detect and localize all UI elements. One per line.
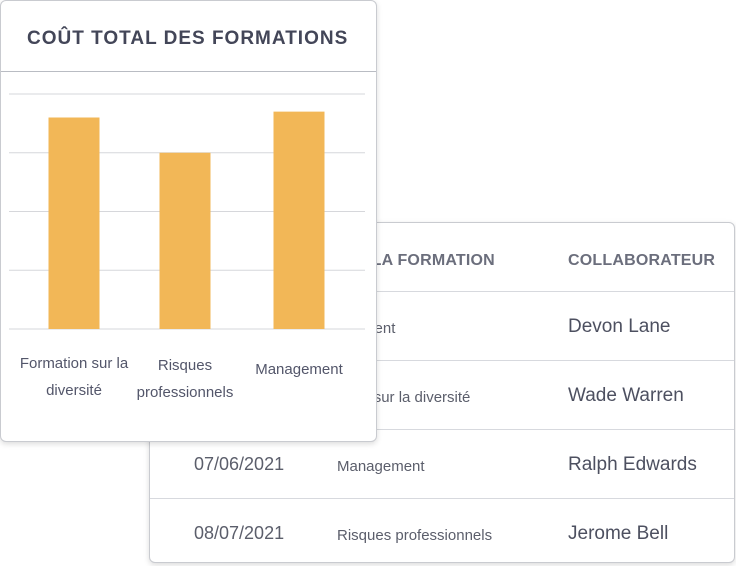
bar-3[interactable] <box>273 111 325 329</box>
row-date: 07/06/2021 <box>194 454 285 474</box>
row-collaborator: Jerome Bell <box>568 523 669 544</box>
x-tick-label-line: Risques <box>157 357 213 374</box>
x-tick-label-line: Formation sur la <box>19 355 129 372</box>
bar-1[interactable] <box>48 117 100 330</box>
table-row[interactable]: 07/06/2021 Management Ralph Edwards <box>150 430 734 499</box>
chart-header: COÛT TOTAL DES FORMATIONS <box>1 1 376 72</box>
bar-chart <box>9 93 365 330</box>
x-tick-label-line: diversité <box>46 382 102 399</box>
row-collaborator: Ralph Edwards <box>568 454 697 475</box>
x-tick-label: Management <box>229 356 369 383</box>
bar-2[interactable] <box>159 152 211 329</box>
x-tick-label-line: professionnels <box>136 384 234 401</box>
row-training-name: Management <box>337 458 425 475</box>
row-collaborator: Wade Warren <box>568 385 684 406</box>
x-tick-label-line: Management <box>255 361 343 378</box>
x-tick-label: Risques professionnels <box>115 352 255 406</box>
column-header-collaborator[interactable]: COLLABORATEUR <box>568 252 716 269</box>
training-cost-chart-card: COÛT TOTAL DES FORMATIONS Formation sur … <box>0 0 377 442</box>
x-tick-label: Formation sur la diversité <box>4 350 144 404</box>
table-row[interactable]: 08/07/2021 Risques professionnels Jerome… <box>150 499 734 562</box>
chart-title: COÛT TOTAL DES FORMATIONS <box>27 28 349 49</box>
row-collaborator: Devon Lane <box>568 316 671 337</box>
row-training-name: Risques professionnels <box>337 527 493 544</box>
row-date: 08/07/2021 <box>194 523 285 543</box>
